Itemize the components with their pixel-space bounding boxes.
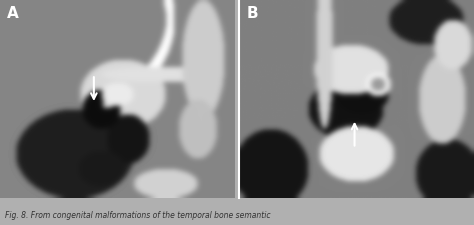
Text: B: B [246, 6, 258, 21]
Text: A: A [7, 6, 19, 21]
Text: Fig. 8. From congenital malformations of the temporal bone semantic: Fig. 8. From congenital malformations of… [5, 212, 270, 220]
